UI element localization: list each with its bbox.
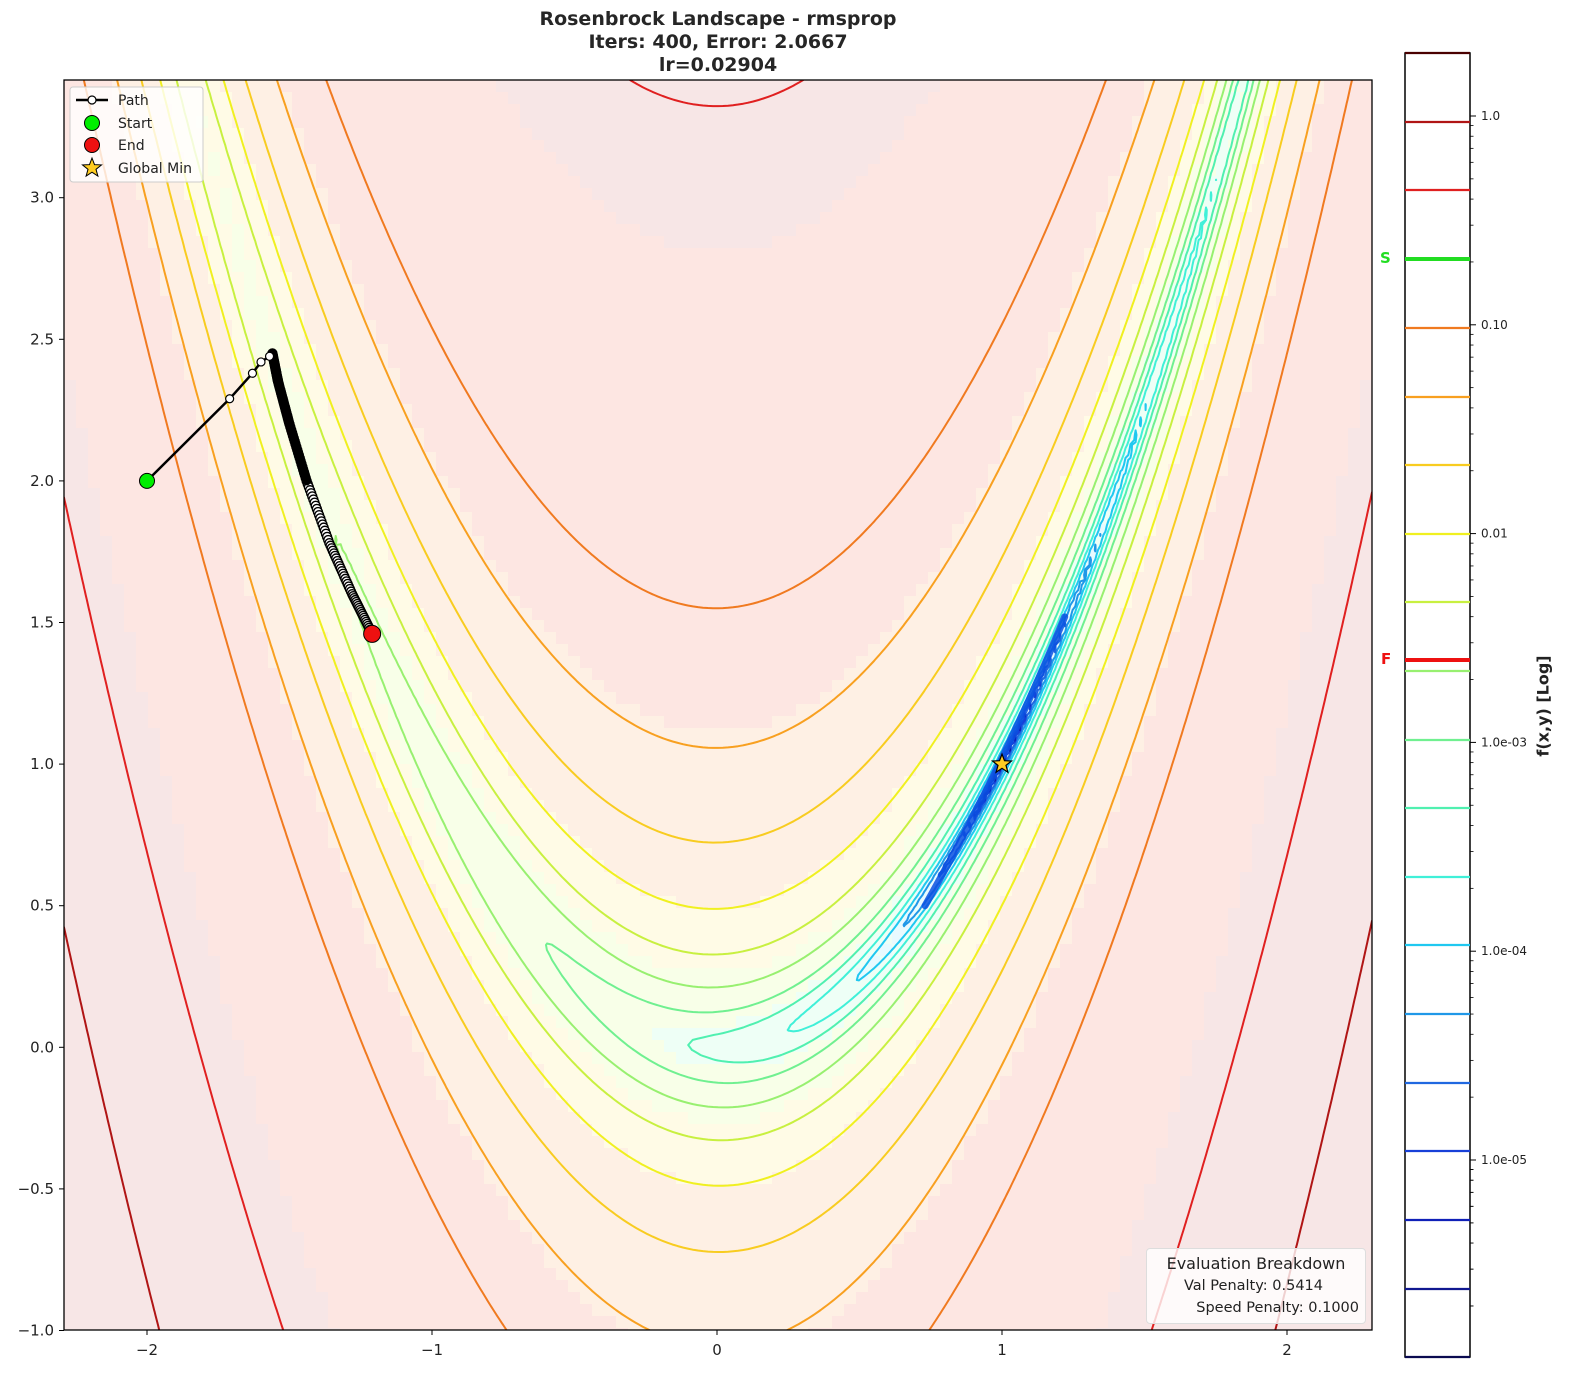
start-point-marker	[140, 473, 155, 488]
legend-label-start: Start	[118, 116, 153, 132]
legend-label-end: End	[118, 138, 145, 154]
colorbar-start-marker-label: S	[1380, 249, 1391, 267]
legend-label-path: Path	[118, 93, 149, 109]
val-penalty: Val Penalty: 0.5414	[1184, 1278, 1323, 1294]
y-axis: −1.0−0.50.00.51.01.52.02.53.0	[18, 189, 64, 1340]
speed-penalty: Speed Penalty: 0.1000	[1196, 1300, 1359, 1316]
green-circle-icon	[85, 116, 100, 131]
colorbar-title: f(x,y) [Log]	[1534, 655, 1553, 756]
evaluation-title: Evaluation Breakdown	[1147, 1254, 1365, 1273]
path-marker-icon	[88, 96, 96, 104]
evaluation-breakdown-box: Evaluation Breakdown Val Penalty: 0.5414…	[1146, 1248, 1366, 1324]
colorbar-final-marker-label: F	[1381, 650, 1391, 668]
colorbar-ticks: 1.00.100.011.0e-031.0e-041.0e-05	[1470, 109, 1527, 1306]
colorbar-frame	[1405, 53, 1470, 1357]
x-axis: −2 −1 0 1 2	[136, 1330, 1292, 1359]
end-point-marker	[364, 625, 381, 642]
legend: Path Start End Global Min	[70, 87, 203, 182]
legend-label-global-min: Global Min	[118, 161, 192, 177]
contour-plot: −2 −1 0 1 2 −1.0−0.50.00.51.01.52.02.53.0 Pa…	[0, 0, 1582, 1384]
legend-item-start: Start	[85, 116, 153, 133]
colorbar: 1.00.100.011.0e-031.0e-041.0e-05	[1405, 53, 1527, 1357]
red-circle-icon	[85, 138, 100, 153]
